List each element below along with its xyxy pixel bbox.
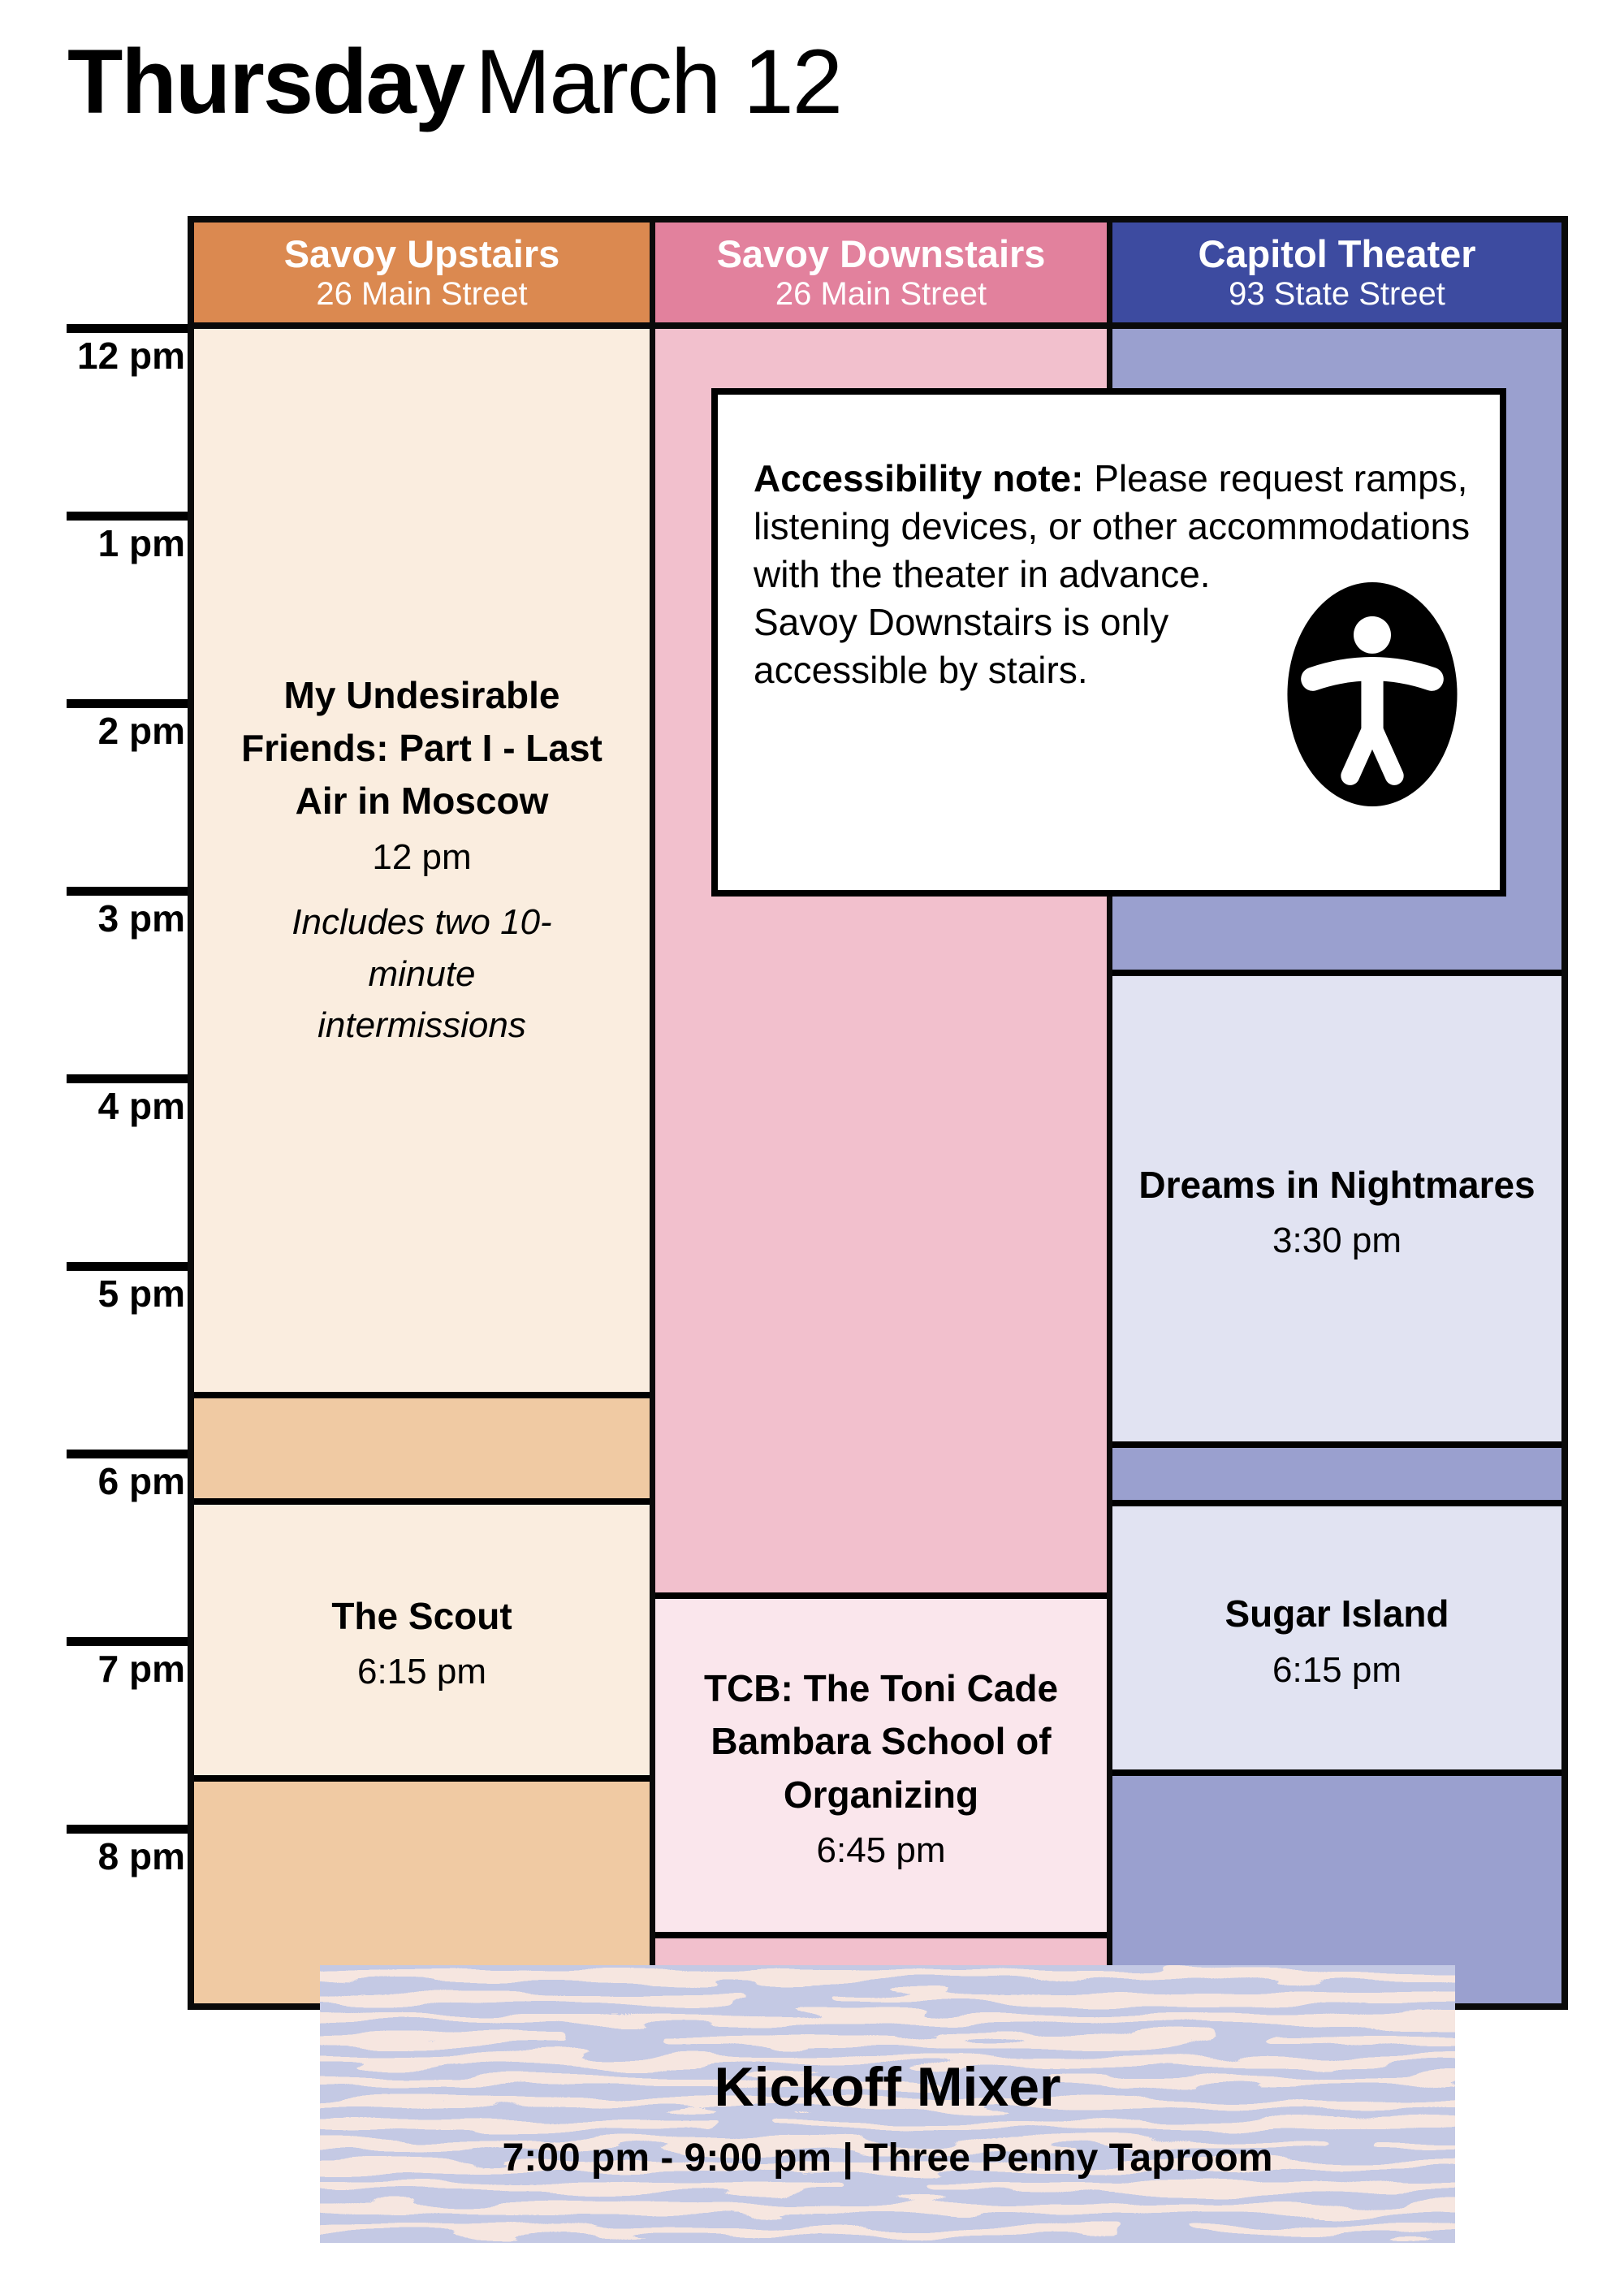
event-time: 6:15 pm: [1272, 1649, 1402, 1690]
event-time: 12 pm: [372, 836, 472, 877]
hour-label: 3 pm: [97, 897, 185, 940]
mixer-details: 7:00 pm - 9:00 pm | Three Penny Taproom: [502, 2137, 1273, 2180]
note-heading: Accessibility note:: [754, 457, 1084, 499]
note-body: Please request ramps, listening devices,…: [754, 457, 1471, 691]
page-title-date: March 12: [475, 31, 843, 132]
event-sugar-island: Sugar Island 6:15 pm: [1112, 1500, 1561, 1776]
event-tcb: TCB: The Toni Cade Bambara School of Org…: [655, 1592, 1107, 1938]
page-title: Thursday March 12: [67, 29, 843, 134]
accessibility-note: Accessibility note: Please request ramps…: [711, 388, 1506, 897]
venue-header-capitol-theater: Capitol Theater 93 State Street: [1112, 223, 1561, 322]
event-my-undesirable-friends: My Undesirable Friends: Part I - Last Ai…: [194, 329, 650, 1398]
venue-address: 26 Main Street: [775, 276, 987, 312]
mixer-title: Kickoff Mixer: [714, 2056, 1061, 2118]
hour-label: 2 pm: [97, 710, 185, 752]
woodcut-texture: [320, 1965, 1455, 2243]
mixer-content: Kickoff Mixer 7:00 pm - 9:00 pm | Three …: [320, 1965, 1455, 2243]
hour-label: 4 pm: [97, 1085, 185, 1127]
hour-tick: [67, 1450, 194, 1458]
hour-tick: [67, 1262, 194, 1271]
event-title: Dreams in Nightmares: [1138, 1163, 1535, 1206]
event-time: 3:30 pm: [1272, 1221, 1402, 1261]
hour-tick: [67, 887, 194, 896]
hour-tick: [67, 324, 194, 333]
venue-address: 26 Main Street: [316, 276, 528, 312]
hour-label: 8 pm: [97, 1835, 185, 1877]
hour-label: 1 pm: [97, 522, 185, 564]
hour-label: 12 pm: [77, 335, 185, 377]
hour-label: 6 pm: [97, 1460, 185, 1502]
event-title: The Scout: [331, 1594, 512, 1637]
venue-header-savoy-upstairs: Savoy Upstairs 26 Main Street: [194, 223, 650, 322]
hour-label: 7 pm: [97, 1648, 185, 1690]
hour-label: 5 pm: [97, 1272, 185, 1315]
venue-name: Capitol Theater: [1198, 232, 1476, 275]
event-title: My Undesirable Friends: Part I - Last Ai…: [241, 673, 603, 823]
hour-tick: [67, 1637, 194, 1646]
event-time: 6:45 pm: [816, 1830, 946, 1870]
venue-name: Savoy Downstairs: [716, 232, 1046, 275]
column-savoy-upstairs: My Undesirable Friends: Part I - Last Ai…: [194, 329, 650, 2003]
hour-tick: [67, 512, 194, 521]
event-the-scout: The Scout 6:15 pm: [194, 1498, 650, 1782]
venue-header-savoy-downstairs: Savoy Downstairs 26 Main Street: [655, 223, 1107, 322]
page-title-day: Thursday: [67, 31, 465, 132]
event-time: 6:15 pm: [357, 1652, 486, 1692]
hour-tick: [67, 1074, 194, 1083]
hour-tick: [67, 1825, 194, 1834]
hour-tick: [67, 699, 194, 708]
event-note: Includes two 10-minute intermissions: [292, 901, 552, 1046]
kickoff-mixer-banner: Kickoff Mixer 7:00 pm - 9:00 pm | Three …: [320, 1965, 1455, 2243]
event-dreams-in-nightmares: Dreams in Nightmares 3:30 pm: [1112, 970, 1561, 1448]
venue-address: 93 State Street: [1229, 276, 1445, 312]
event-title: Sugar Island: [1224, 1592, 1449, 1635]
accessibility-icon: [1287, 582, 1458, 806]
event-title: TCB: The Toni Cade Bambara School of Org…: [703, 1667, 1059, 1816]
venue-name: Savoy Upstairs: [283, 232, 560, 275]
